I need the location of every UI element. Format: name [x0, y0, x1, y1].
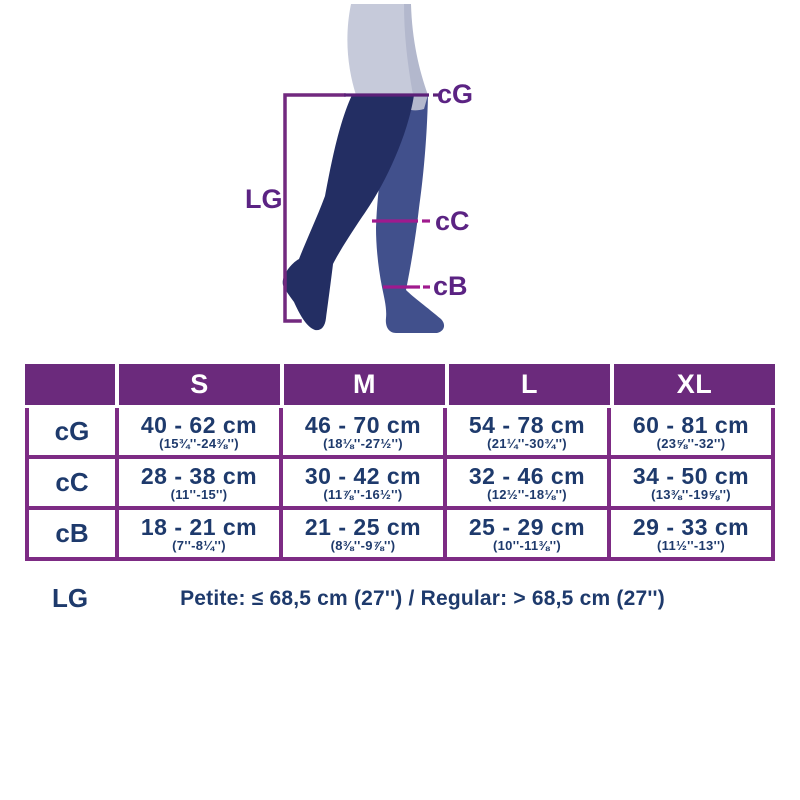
- cell-inch-value: (18⅛''-27½''): [323, 435, 403, 451]
- cell-cm-value: 28 - 38 cm: [140, 462, 258, 489]
- length-note-label: LG: [51, 583, 89, 613]
- cell-cm-value: 25 - 29 cm: [468, 513, 586, 540]
- cell-cb-m: 21 - 25 cm (8⅜''-9⅞''): [283, 510, 443, 557]
- front-leg-shape: [282, 95, 414, 331]
- lg-length-bracket: [283, 93, 346, 323]
- cell-cg-l: 54 - 78 cm (21¼''-30¾''): [447, 408, 607, 455]
- hip-shape: [347, 4, 413, 95]
- cell-cc-l: 32 - 46 cm (12½''-18⅛''): [447, 459, 607, 506]
- header-size-s: S: [119, 364, 280, 405]
- cell-inch-value: (15¾''-24⅜''): [159, 435, 239, 451]
- header-corner-cell: [25, 364, 115, 405]
- header-size-m: M: [284, 364, 445, 405]
- header-size-l: L: [449, 364, 610, 405]
- cell-cg-xl: 60 - 81 cm (23⅝''-32''): [611, 408, 771, 455]
- row-label-cb: cB: [29, 510, 115, 557]
- cell-cm-value: 46 - 70 cm: [304, 411, 422, 438]
- cell-inch-value: (11''-15''): [170, 486, 228, 502]
- size-table-header-row: S M L XL: [25, 364, 775, 405]
- cb-point-label: cB: [433, 271, 468, 301]
- length-note-row: LG Petite: ≤ 68,5 cm (27'') / Regular: >…: [25, 583, 775, 614]
- cell-inch-value: (23⅝''-32''): [656, 435, 726, 451]
- cell-cm-value: 34 - 50 cm: [632, 462, 750, 489]
- cell-cm-value: 54 - 78 cm: [468, 411, 586, 438]
- row-label-cc: cC: [29, 459, 115, 506]
- cell-cb-l: 25 - 29 cm (10''-11⅜''): [447, 510, 607, 557]
- cell-cm-value: 21 - 25 cm: [304, 513, 422, 540]
- header-size-xl: XL: [614, 364, 775, 405]
- cell-cg-m: 46 - 70 cm (18⅛''-27½''): [283, 408, 443, 455]
- cell-inch-value: (21¼''-30¾''): [487, 435, 567, 451]
- legs-illustration-svg: cG cC cB LG: [245, 4, 473, 333]
- cc-point-label: cC: [435, 206, 470, 236]
- cell-inch-value: (7''-8¼''): [172, 537, 226, 553]
- cell-cc-xl: 34 - 50 cm (13⅜''-19⅝''): [611, 459, 771, 506]
- cell-inch-value: (11½''-13''): [657, 537, 725, 553]
- cell-inch-value: (13⅜''-19⅝''): [651, 486, 731, 502]
- cell-inch-value: (11⅞''-16½''): [323, 486, 403, 502]
- cell-cm-value: 18 - 21 cm: [140, 513, 258, 540]
- cell-cm-value: 29 - 33 cm: [632, 513, 750, 540]
- lg-point-label: LG: [245, 184, 283, 214]
- cell-cm-value: 32 - 46 cm: [468, 462, 586, 489]
- cell-cm-value: 30 - 42 cm: [304, 462, 422, 489]
- cell-cg-s: 40 - 62 cm (15¾''-24⅜''): [119, 408, 279, 455]
- length-note-text: Petite: ≤ 68,5 cm (27'') / Regular: > 68…: [180, 586, 665, 610]
- cg-point-label: cG: [437, 79, 473, 109]
- cell-cc-s: 28 - 38 cm (11''-15''): [119, 459, 279, 506]
- cell-cm-value: 40 - 62 cm: [140, 411, 258, 438]
- size-table: S M L XL cG 40 - 62 cm (15¾''-24⅜'') 46 …: [25, 364, 775, 561]
- cell-inch-value: (10''-11⅜''): [493, 537, 561, 553]
- legs-illustration: cG cC cB LG: [0, 0, 800, 356]
- cell-cb-xl: 29 - 33 cm (11½''-13''): [611, 510, 771, 557]
- cell-cc-m: 30 - 42 cm (11⅞''-16½''): [283, 459, 443, 506]
- cell-inch-value: (8⅜''-9⅞''): [330, 537, 396, 553]
- size-table-body: cG 40 - 62 cm (15¾''-24⅜'') 46 - 70 cm (…: [25, 408, 775, 561]
- cell-cm-value: 60 - 81 cm: [632, 411, 750, 438]
- cell-inch-value: (12½''-18⅛''): [487, 486, 567, 502]
- hip-shadow-shape: [404, 4, 428, 95]
- cell-cb-s: 18 - 21 cm (7''-8¼''): [119, 510, 279, 557]
- row-label-cg: cG: [29, 408, 115, 455]
